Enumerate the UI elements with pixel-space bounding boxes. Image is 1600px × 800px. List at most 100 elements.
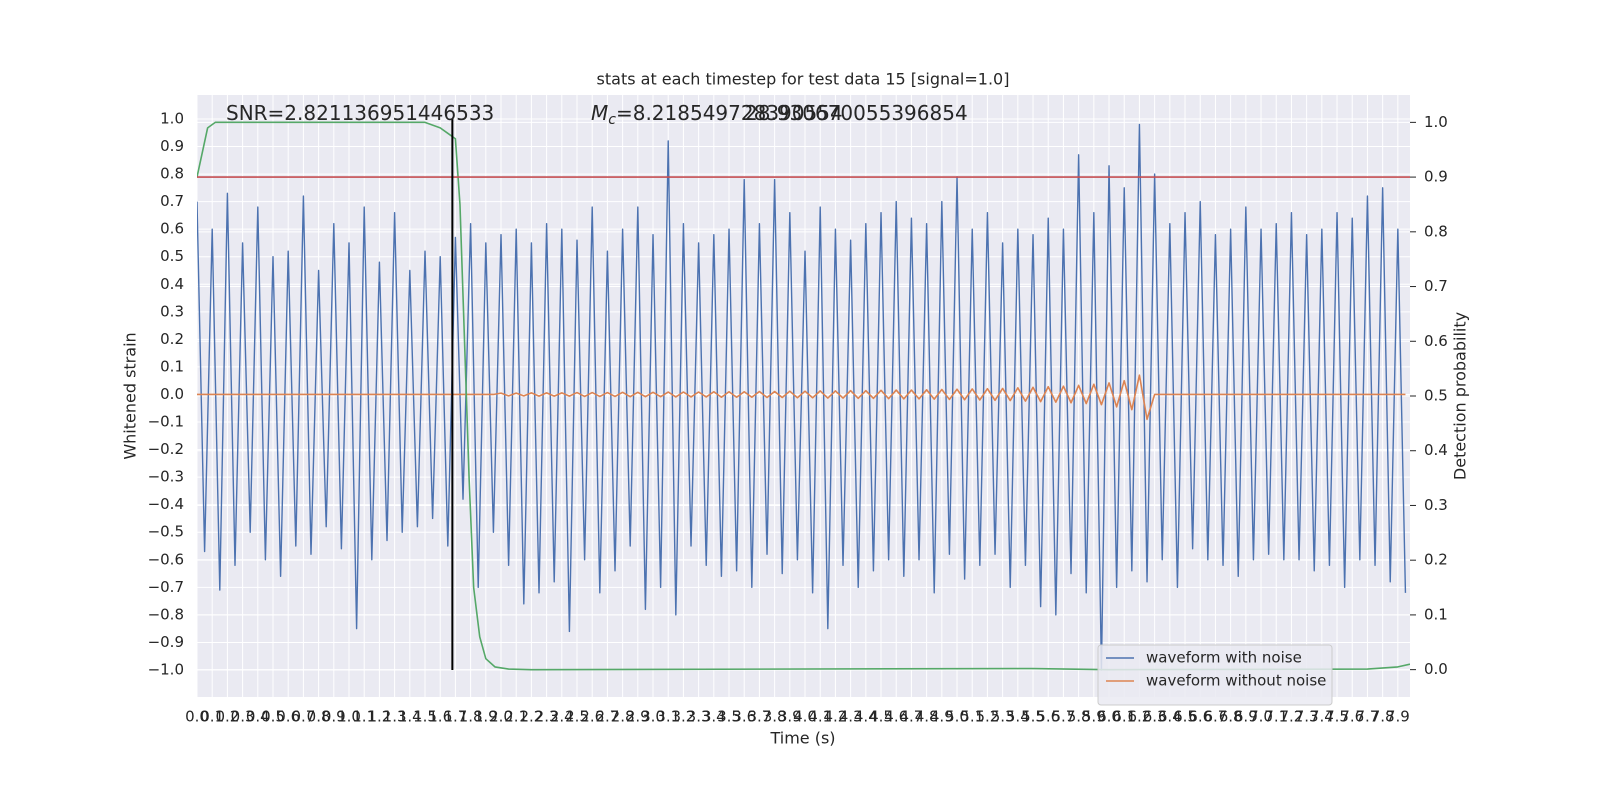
legend-label: waveform with noise [1146,649,1302,667]
x-tick-label: 4.9 [930,708,954,726]
plot-layer [197,118,1410,671]
x-tick-label: 7.6 [1340,708,1364,726]
x-tick-label: 4.4 [854,708,878,726]
x-tick-label: 1.6 [428,708,452,726]
x-tick-label: 7.9 [1386,708,1410,726]
annotation-symbol: M [591,101,608,125]
y2-tick-label: 0.3 [1424,496,1448,514]
x-tick-label: 7.7 [1356,708,1380,726]
x-tick-label: 3.0 [641,708,665,726]
y-tick-label: 0.3 [160,302,184,320]
y-tick-label: 0.5 [160,247,184,265]
y2-axis-label: Detection probability [1451,312,1470,480]
annotation: SNR=2.821136951446533 [226,101,494,125]
x-tick-label: 0.1 [200,708,224,726]
x-tick-label: 2.9 [626,708,650,726]
x-tick-label: 7.8 [1371,708,1395,726]
x-tick-label: 4.5 [869,708,893,726]
x-tick-label: 4.0 [793,708,817,726]
y-tick-label: 0.9 [160,137,184,155]
y-tick-label: 0.0 [160,385,184,403]
x-tick-label: 5.9 [1082,708,1106,726]
y-axis-label: Whitened strain [121,332,140,459]
y-tick-label: −0.3 [148,468,184,486]
x-tick-label: 4.7 [899,708,923,726]
x-tick-label: 1.0 [337,708,361,726]
x-tick-label: 1.5 [413,708,437,726]
annotation-text: 28.930670055396854 [745,101,968,125]
x-tick-label: 5.7 [1051,708,1075,726]
x-tick-label: 6.1 [1112,708,1136,726]
x-tick-label: 6.4 [1158,708,1182,726]
x-tick-label: 4.1 [808,708,832,726]
x-tick-label: 4.3 [839,708,863,726]
y2-tick-label: 0.1 [1424,605,1448,623]
y2-tick-label: 0.6 [1424,332,1448,350]
x-tick-label: 7.1 [1264,708,1288,726]
series-line [197,123,1407,671]
x-tick-label: 5.2 [975,708,999,726]
x-tick-label: 4.6 [884,708,908,726]
x-tick-label: 1.9 [474,708,498,726]
x-tick-label: 2.1 [504,708,528,726]
y-tick-label: 0.7 [160,192,184,210]
x-tick-label: 1.8 [459,708,483,726]
x-tick-label: 6.9 [1234,708,1258,726]
x-tick-label: 6.7 [1204,708,1228,726]
y-tick-label: 0.4 [160,275,184,293]
y-tick-label: 0.6 [160,220,184,238]
x-tick-label: 5.3 [991,708,1015,726]
y-tick-label: −0.4 [148,495,184,513]
x-tick-label: 2.7 [595,708,619,726]
x-tick-label: 0.3 [231,708,255,726]
x-tick-label: 0.0 [185,708,209,726]
y-tick-label: −0.5 [148,523,184,541]
y-tick-label: 0.2 [160,330,184,348]
annotation-subscript: c [608,112,616,128]
x-tick-label: 0.9 [322,708,346,726]
x-tick-label: 7.2 [1280,708,1304,726]
y-tick-label: −0.9 [148,633,184,651]
y2-tick-label: 0.0 [1424,660,1448,678]
x-tick-label: 3.4 [702,708,726,726]
x-tick-label: 5.1 [960,708,984,726]
y2-tick-label: 0.4 [1424,441,1448,459]
x-tick-label: 6.8 [1219,708,1243,726]
x-tick-label: 0.5 [261,708,285,726]
x-tick-label: 0.7 [291,708,315,726]
x-tick-label: 2.6 [580,708,604,726]
x-tick-label: 2.4 [550,708,574,726]
x-tick-label: 0.8 [307,708,331,726]
y2-tick-label: 0.7 [1424,277,1448,295]
x-tick-label: 6.2 [1128,708,1152,726]
y-tick-label: −0.1 [148,413,184,431]
y-tick-label: −0.8 [148,605,184,623]
y-tick-label: −1.0 [148,660,184,678]
x-tick-label: 2.2 [519,708,543,726]
x-tick-label: 6.0 [1097,708,1121,726]
x-tick-label: 0.2 [215,708,239,726]
x-tick-label: 7.0 [1249,708,1273,726]
x-tick-label: 1.7 [443,708,467,726]
x-tick-label: 6.5 [1173,708,1197,726]
x-tick-label: 7.5 [1325,708,1349,726]
annotation: Mc=8.218549728390554 [591,101,843,129]
x-tick-label: 3.1 [656,708,680,726]
x-tick-label: 1.1 [352,708,376,726]
annotation-text: =8.218549728390554 [616,101,843,125]
x-axis-label: Time (s) [769,729,835,748]
x-tick-label: 5.8 [1067,708,1091,726]
x-tick-label: 1.4 [398,708,422,726]
x-tick-label: 5.4 [1006,708,1030,726]
x-tick-label: 3.6 [732,708,756,726]
legend-label: waveform without noise [1146,672,1326,690]
x-tick-label: 3.8 [763,708,787,726]
y2-tick-label: 0.2 [1424,551,1448,569]
y-tick-label: 0.8 [160,165,184,183]
annotation-text: SNR=2.821136951446533 [226,101,494,125]
x-tick-label: 7.4 [1310,708,1334,726]
x-tick-label: 1.3 [383,708,407,726]
x-tick-label: 3.5 [717,708,741,726]
